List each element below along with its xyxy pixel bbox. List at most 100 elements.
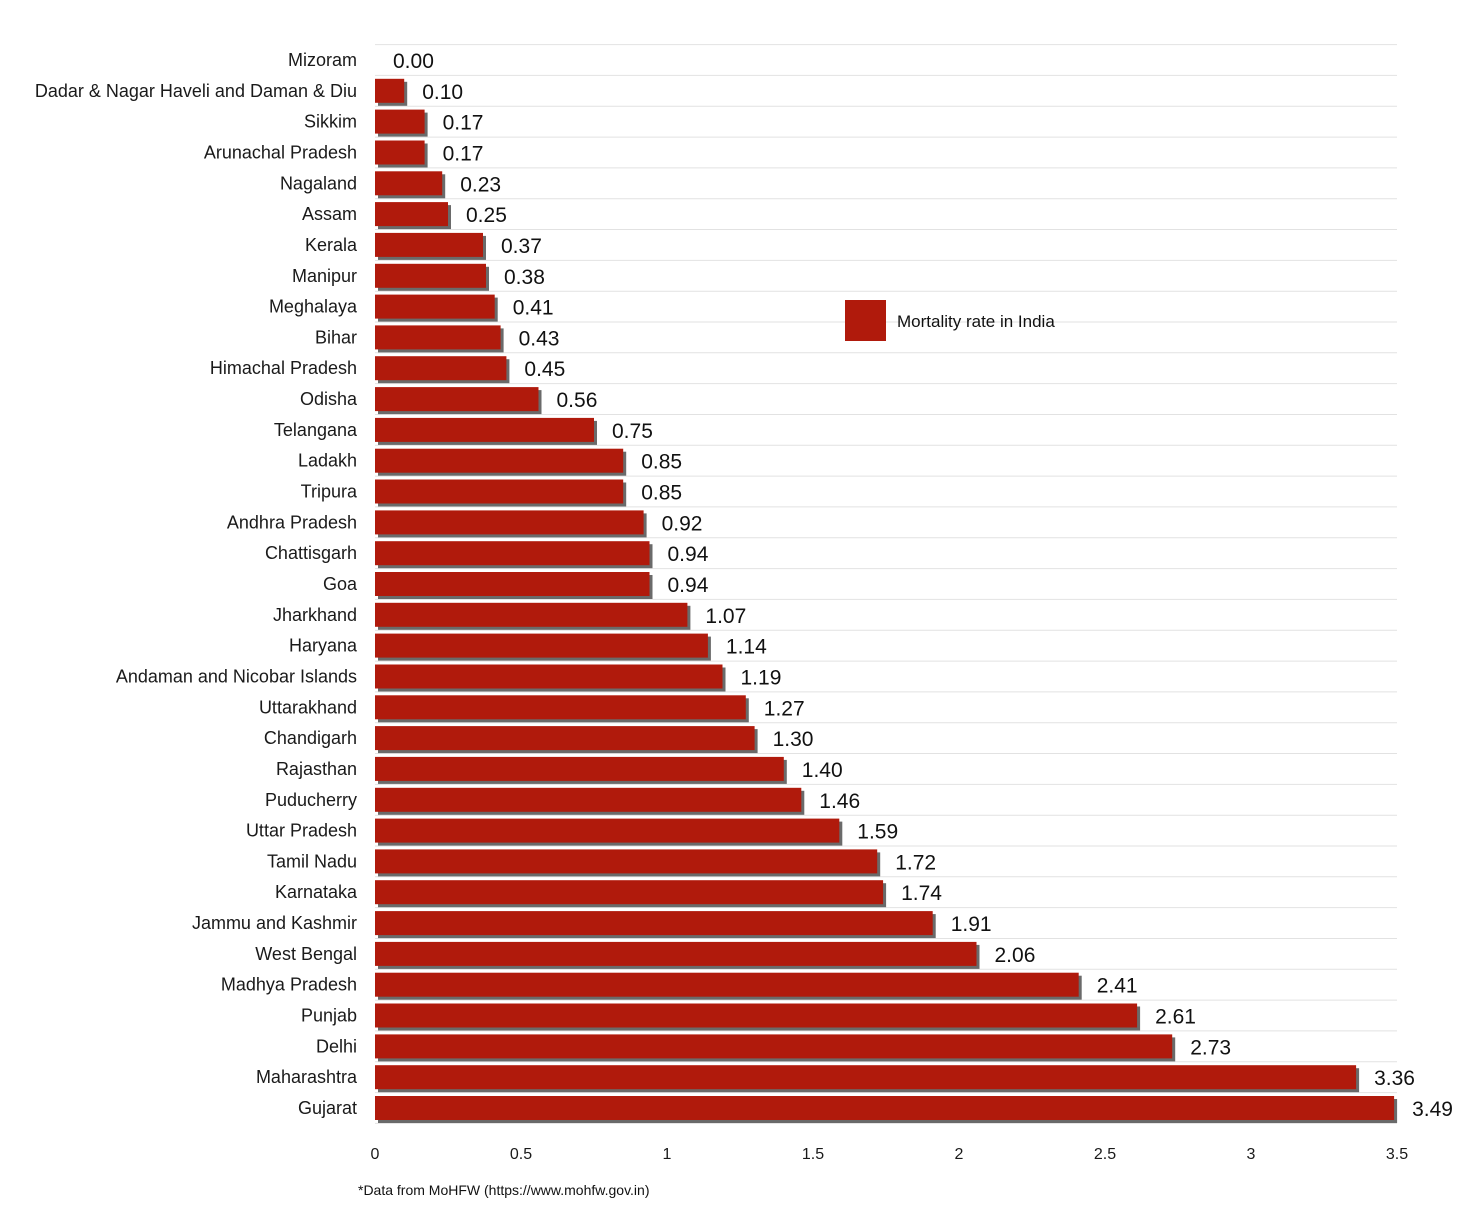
data-label: 1.30 xyxy=(773,728,814,751)
legend: Mortality rate in India xyxy=(845,300,1055,341)
data-label: 0.00 xyxy=(393,50,434,73)
category-label: Nagaland xyxy=(280,173,357,193)
bar xyxy=(375,818,840,843)
legend-swatch xyxy=(845,300,886,341)
category-label: Andhra Pradesh xyxy=(227,512,357,532)
bar xyxy=(375,1065,1357,1090)
category-label: Chattisgarh xyxy=(265,543,357,563)
x-tick-label: 3 xyxy=(1247,1146,1256,1163)
bar xyxy=(375,171,443,196)
category-label: Maharashtra xyxy=(256,1067,358,1087)
bar xyxy=(375,510,644,535)
bar xyxy=(375,880,884,905)
bar xyxy=(375,941,977,966)
data-label: 2.06 xyxy=(995,944,1036,967)
bar xyxy=(375,78,405,103)
data-label: 0.92 xyxy=(662,512,703,535)
x-tick-label: 3.5 xyxy=(1386,1146,1408,1163)
x-tick-label: 2.5 xyxy=(1094,1146,1116,1163)
bar xyxy=(375,1096,1395,1120)
category-label: Arunachal Pradesh xyxy=(204,143,357,163)
bar xyxy=(375,202,448,227)
category-label: Sikkim xyxy=(304,112,357,132)
bar xyxy=(375,911,933,936)
category-label: Odisha xyxy=(300,389,358,409)
data-label: 2.41 xyxy=(1097,975,1138,998)
category-label: Ladakh xyxy=(298,451,357,471)
x-tick-label: 2 xyxy=(955,1146,964,1163)
source-note: *Data from MoHFW (https://www.mohfw.gov.… xyxy=(358,1182,649,1198)
category-label: Kerala xyxy=(305,235,358,255)
x-tick-label: 1 xyxy=(663,1146,672,1163)
data-label: 0.37 xyxy=(501,235,542,258)
data-label: 0.25 xyxy=(466,204,507,227)
bar xyxy=(375,695,746,720)
data-label: 3.49 xyxy=(1412,1098,1453,1121)
bar xyxy=(375,263,486,288)
category-label: Mizoram xyxy=(288,50,357,70)
data-label: 1.27 xyxy=(764,697,805,720)
bar xyxy=(375,572,650,596)
bar xyxy=(375,109,425,134)
bar xyxy=(375,356,507,381)
bar xyxy=(375,448,624,473)
category-label: Goa xyxy=(323,574,358,594)
data-label: 0.17 xyxy=(443,143,484,166)
bar xyxy=(375,633,708,658)
bar xyxy=(375,387,539,412)
category-label: Tamil Nadu xyxy=(267,851,357,871)
data-label: 1.59 xyxy=(857,821,898,844)
category-label: Meghalaya xyxy=(269,297,358,317)
category-labels: Mizoram Dadar & Nagar Haveli and Daman & … xyxy=(35,50,358,1118)
data-label: 0.17 xyxy=(443,112,484,135)
data-label: 0.94 xyxy=(668,574,709,597)
data-label: 1.40 xyxy=(802,759,843,782)
data-label: 0.94 xyxy=(668,543,709,566)
category-label: Jharkhand xyxy=(273,605,357,625)
bar xyxy=(375,417,594,442)
data-label: 0.43 xyxy=(519,327,560,350)
data-label: 0.85 xyxy=(641,451,682,474)
grid-lines xyxy=(375,44,1397,1124)
category-label: Manipur xyxy=(292,266,357,286)
category-label: Tripura xyxy=(301,482,358,502)
data-label: 0.38 xyxy=(504,266,545,289)
category-label: Puducherry xyxy=(265,790,357,810)
x-axis-ticks: 0 0.5 1 1.5 2 2.5 3 3.5 xyxy=(371,1146,1409,1163)
category-label: Assam xyxy=(302,204,357,224)
bar xyxy=(375,325,501,350)
category-label: Uttar Pradesh xyxy=(246,821,357,841)
category-label: Bihar xyxy=(315,327,357,347)
category-label: Rajasthan xyxy=(276,759,357,779)
category-label: Andaman and Nicobar Islands xyxy=(116,667,357,687)
data-label: 1.19 xyxy=(741,667,782,690)
bar xyxy=(375,541,650,566)
bar xyxy=(375,756,784,781)
data-label: 1.14 xyxy=(726,636,767,659)
x-tick-label: 0.5 xyxy=(510,1146,532,1163)
data-label: 0.23 xyxy=(460,173,501,196)
data-label: 0.85 xyxy=(641,482,682,505)
legend-label: Mortality rate in India xyxy=(897,312,1055,331)
data-label: 1.72 xyxy=(895,851,936,874)
bar xyxy=(375,726,755,751)
bar xyxy=(375,972,1079,997)
data-label: 1.07 xyxy=(705,605,746,628)
category-label: Dadar & Nagar Haveli and Daman & Diu xyxy=(35,81,357,101)
data-label: 1.91 xyxy=(951,913,992,936)
bar xyxy=(375,849,878,874)
bar xyxy=(375,232,483,257)
data-label: 0.45 xyxy=(524,358,565,381)
bar xyxy=(375,1034,1173,1059)
data-label: 1.46 xyxy=(819,790,860,813)
value-labels: 0.00 0.10 0.17 0.17 0.23 0.25 0.37 0.38 0.41 0.43… xyxy=(393,50,1453,1121)
data-label: 0.75 xyxy=(612,420,653,443)
bar xyxy=(375,479,624,504)
bar xyxy=(375,787,802,812)
data-label: 3.36 xyxy=(1374,1067,1415,1090)
category-label: Karnataka xyxy=(275,882,358,902)
category-label: Telangana xyxy=(274,420,358,440)
category-label: Uttarakhand xyxy=(259,697,357,717)
data-label: 0.10 xyxy=(422,81,463,104)
